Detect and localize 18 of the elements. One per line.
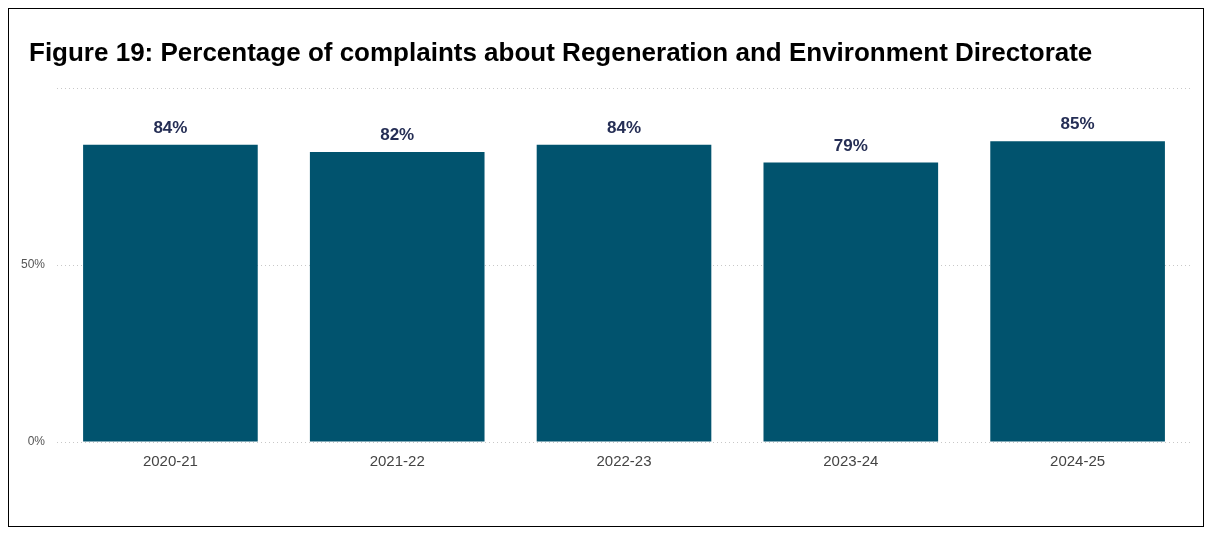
data-label: 79% — [833, 135, 868, 155]
bar — [990, 141, 1165, 442]
data-label: 85% — [1060, 114, 1095, 134]
y-tick-label: 0% — [27, 434, 46, 449]
bar — [83, 144, 258, 442]
x-tick-label: 2024-25 — [1050, 452, 1106, 470]
data-label: 84% — [606, 118, 642, 137]
bar — [763, 162, 939, 442]
x-tick-label: 2021-22 — [369, 452, 425, 470]
bar — [309, 151, 485, 442]
chart-title: Figure 19: Percentage of complaints about Regeneration and Environment Directorate — [28, 36, 1094, 69]
bar — [536, 144, 712, 442]
data-label: 84% — [153, 118, 188, 137]
x-tick-label: 2023-24 — [823, 452, 879, 470]
data-label: 82% — [380, 125, 415, 145]
x-tick-label: 2020-21 — [142, 452, 198, 470]
y-tick-label: 50% — [20, 257, 46, 272]
x-tick-label: 2022-23 — [596, 452, 652, 470]
